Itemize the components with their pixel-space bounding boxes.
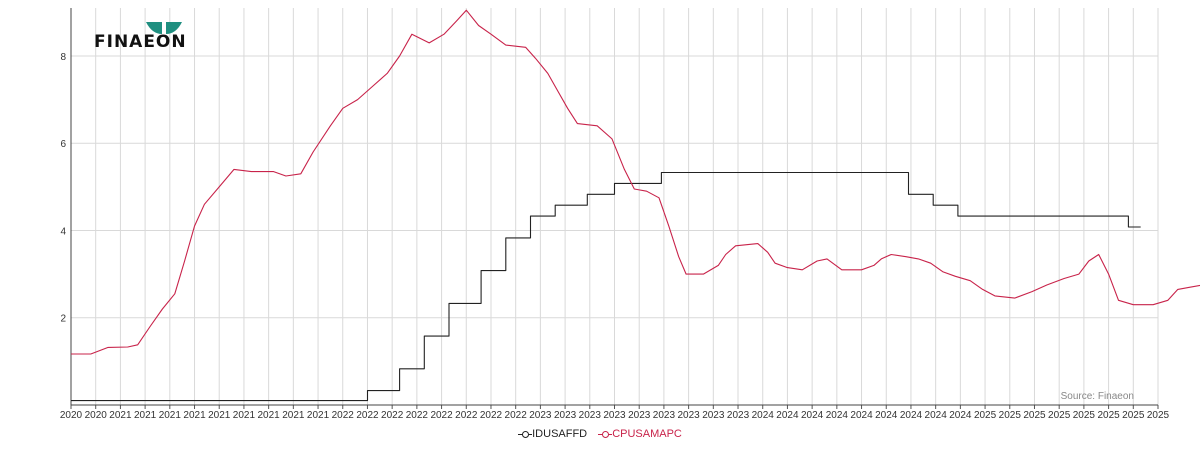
- x-tick-label: 2021: [134, 410, 157, 421]
- legend-item-cpusamapc[interactable]: CPUSAMAPC: [598, 428, 682, 440]
- y-tick-labels: 2 4 6 8: [60, 52, 66, 325]
- x-tick-label: 2024: [949, 410, 972, 421]
- x-tick-label: 2021: [159, 410, 182, 421]
- x-tick-label: 2023: [554, 410, 577, 421]
- legend: IDUSAFFD CPUSAMAPC: [0, 428, 1200, 440]
- x-tick-label: 2020: [60, 410, 83, 421]
- x-tick-label: 2024: [925, 410, 948, 421]
- x-tick-label: 2023: [702, 410, 725, 421]
- x-tick-label: 2024: [850, 410, 873, 421]
- x-tick-label: 2025: [999, 410, 1022, 421]
- legend-marker-icon: [598, 429, 613, 439]
- x-tick-label: 2022: [332, 410, 355, 421]
- x-tick-label: 2022: [480, 410, 503, 421]
- y-tick-label: 2: [60, 314, 66, 325]
- x-tick-label: 2024: [900, 410, 923, 421]
- x-tick-label: 2022: [455, 410, 478, 421]
- legend-label: IDUSAFFD: [532, 428, 588, 440]
- x-tick-label: 2021: [109, 410, 132, 421]
- axes: [70, 8, 1159, 409]
- x-tick-label: 2023: [727, 410, 750, 421]
- x-tick-label: 2025: [974, 410, 997, 421]
- legend-item-idusaffd[interactable]: IDUSAFFD: [518, 428, 587, 440]
- x-tick-label: 2025: [1073, 410, 1096, 421]
- series-line-idusaffd: [71, 171, 1141, 402]
- x-tick-label: 2022: [356, 410, 379, 421]
- x-tick-label: 2025: [1097, 410, 1120, 421]
- x-tick-label: 2023: [653, 410, 676, 421]
- x-tick-label: 2025: [1147, 410, 1170, 421]
- x-tick-label: 2022: [406, 410, 429, 421]
- x-tick-label: 2024: [776, 410, 799, 421]
- y-tick-label: 6: [60, 139, 66, 150]
- grid-lines: [70, 8, 1159, 405]
- x-tick-label: 2024: [801, 410, 824, 421]
- x-tick-label: 2023: [603, 410, 626, 421]
- x-tick-label: 2024: [875, 410, 898, 421]
- source-label: Source: Finaeon: [1060, 391, 1134, 402]
- x-tick-label: 2021: [282, 410, 305, 421]
- x-tick-label: 2025: [1023, 410, 1046, 421]
- x-tick-label: 2024: [826, 410, 849, 421]
- x-tick-label: 2020: [85, 410, 108, 421]
- legend-label: CPUSAMAPC: [612, 428, 682, 440]
- x-tick-label: 2025: [1048, 410, 1071, 421]
- x-tick-label: 2023: [628, 410, 651, 421]
- logo-text: FINAEON: [94, 32, 187, 52]
- y-tick-label: 8: [60, 52, 66, 63]
- x-tick-label: 2021: [233, 410, 256, 421]
- x-tick-label: 2021: [208, 410, 231, 421]
- x-tick-label: 2021: [183, 410, 206, 421]
- y-tick-label: 4: [60, 226, 66, 237]
- x-tick-label: 2023: [579, 410, 602, 421]
- series-line-cpusamapc: [71, 9, 1200, 355]
- series-lines: [71, 9, 1200, 402]
- x-tick-label: 2022: [505, 410, 528, 421]
- leaf-icon: [146, 22, 182, 34]
- x-tick-labels: 2020 2020 2021 2021 2021 2021 2021 2021 2021 2021…: [60, 410, 1170, 421]
- x-tick-label: 2024: [752, 410, 775, 421]
- x-tick-label: 2025: [1122, 410, 1145, 421]
- x-tick-label: 2022: [381, 410, 404, 421]
- legend-marker-icon: [518, 429, 533, 439]
- x-tick-label: 2023: [677, 410, 700, 421]
- x-tick-label: 2023: [529, 410, 552, 421]
- x-tick-label: 2021: [258, 410, 281, 421]
- x-tick-label: 2021: [307, 410, 330, 421]
- x-tick-label: 2022: [430, 410, 453, 421]
